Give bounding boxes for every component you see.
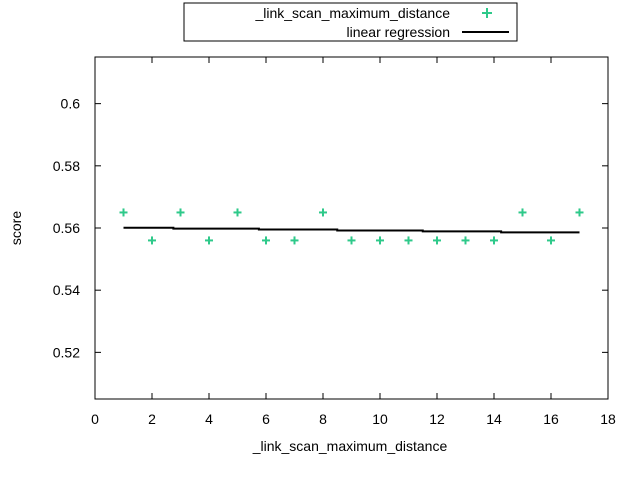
data-point [547, 236, 555, 245]
data-point [490, 236, 498, 245]
data-point [119, 208, 128, 217]
x-tick-label: 8 [319, 411, 327, 427]
data-point [233, 208, 242, 217]
x-axis-title: _link_scan_maximum_distance [252, 438, 448, 454]
data-point [290, 236, 299, 245]
data-point [433, 236, 441, 245]
x-tick-label: 14 [486, 411, 502, 427]
x-tick-label: 16 [543, 411, 559, 427]
x-tick-label: 10 [372, 411, 388, 427]
y-tick-label: 0.54 [53, 282, 80, 298]
x-tick-label: 6 [262, 411, 270, 427]
legend-label-regression: linear regression [347, 24, 451, 40]
y-tick-label: 0.6 [61, 96, 81, 112]
data-point [148, 236, 156, 245]
x-tick-label: 4 [205, 411, 213, 427]
x-tick-label: 2 [148, 411, 156, 427]
x-tick-label: 0 [91, 411, 99, 427]
data-point [262, 236, 270, 245]
points-series [119, 208, 584, 245]
y-tick-label: 0.52 [53, 344, 80, 360]
data-point [575, 208, 584, 217]
legend-marker-plus [482, 8, 492, 18]
x-tick-label: 12 [429, 411, 445, 427]
data-point [404, 236, 413, 245]
data-point [518, 208, 527, 217]
legend-label-points: _link_scan_maximum_distance [254, 5, 450, 21]
data-point [319, 208, 327, 217]
data-point [461, 236, 470, 245]
y-tick-label: 0.58 [53, 158, 80, 174]
x-tick-label: 18 [600, 411, 616, 427]
regression-series [123, 226, 580, 234]
y-axis-title: score [8, 211, 24, 245]
regression-line [123, 226, 580, 234]
y-tick-label: 0.56 [53, 220, 80, 236]
data-point [205, 236, 213, 245]
data-point [176, 208, 185, 217]
legend: _link_scan_maximum_distance linear regre… [183, 2, 518, 42]
axis-ticks: 0 2 4 6 8 10 12 14 16 18 0.52 0.54 0.56 0.58 0.6 [53, 57, 616, 427]
legend-frame [183, 2, 518, 42]
data-point [376, 236, 384, 245]
data-point [347, 236, 356, 245]
